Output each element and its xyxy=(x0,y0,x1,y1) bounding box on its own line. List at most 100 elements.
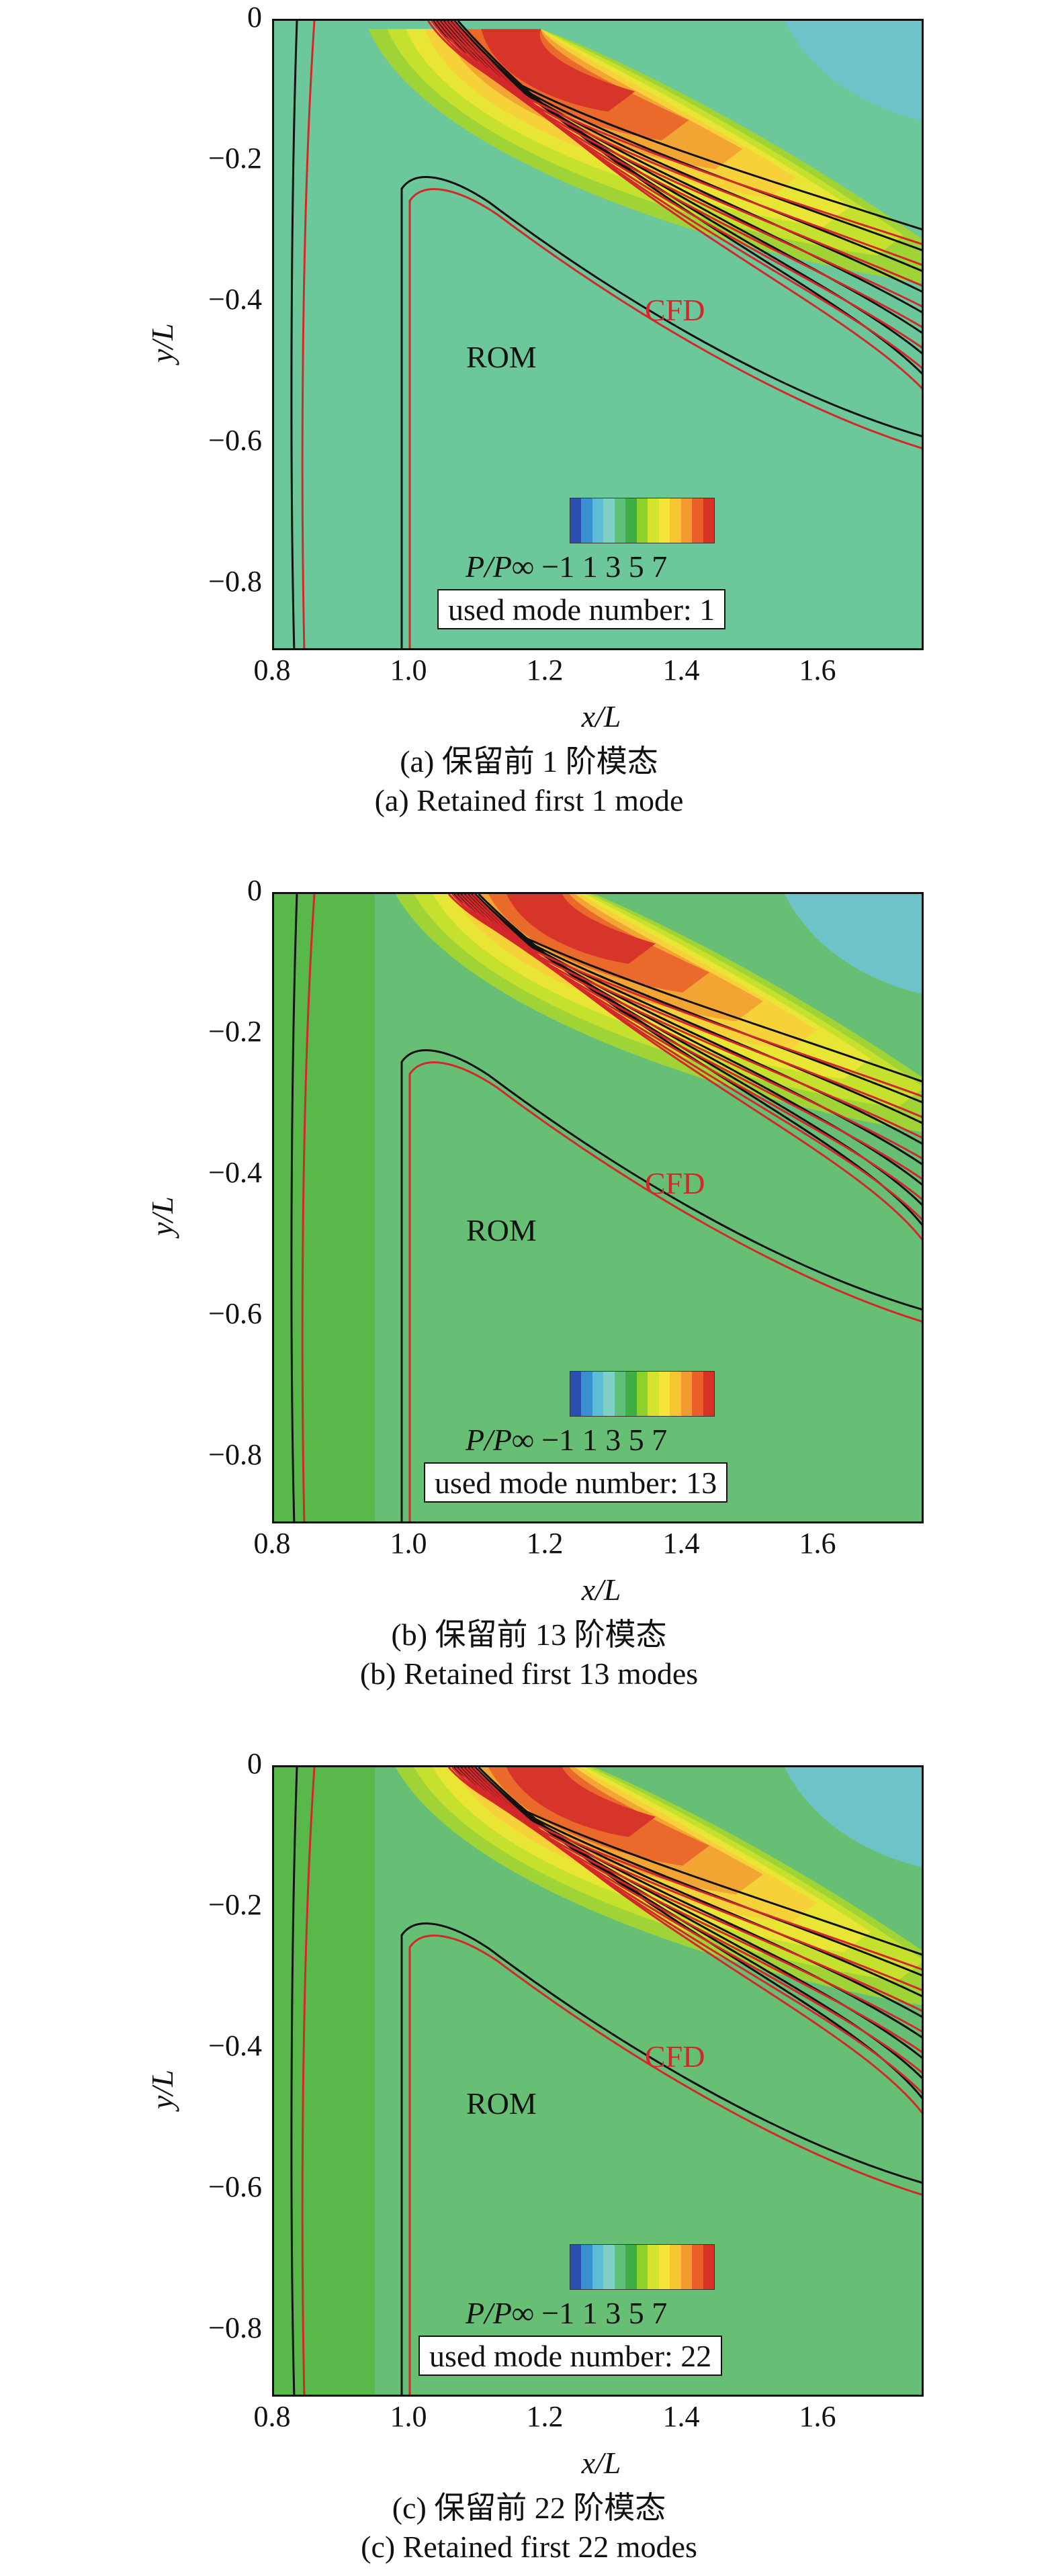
cfd-wall-contour xyxy=(301,1767,316,2395)
cfd-contour-line xyxy=(458,894,922,1159)
colorbar-swatch xyxy=(581,498,592,543)
x-tick-label: 1.6 xyxy=(799,1527,836,1560)
y-axis-label: y/L xyxy=(145,323,179,363)
colorbar-swatch xyxy=(648,2245,659,2289)
rom-contour-line xyxy=(453,21,922,355)
y-tick-label: −0.4 xyxy=(208,1156,262,1189)
cfd-contour-line xyxy=(465,1767,922,2074)
colorbar-swatch xyxy=(581,1372,592,1416)
cfd-contour-line xyxy=(437,21,922,308)
x-tick-label: 1.4 xyxy=(662,654,700,686)
pressure-band xyxy=(506,894,656,964)
colorbar-swatch xyxy=(603,2245,615,2289)
y-tick-label: −0.8 xyxy=(208,2311,262,2344)
mode-number-box: used mode number: 22 xyxy=(418,2336,723,2376)
wall-band xyxy=(274,1767,375,2395)
x-tick-label: 0.8 xyxy=(253,2400,291,2433)
colorbar-swatch xyxy=(614,498,626,543)
y-tick-label: 0 xyxy=(247,874,262,907)
colorbar-swatch xyxy=(592,498,604,543)
y-tick-label: −0.6 xyxy=(208,1297,262,1330)
colorbar-swatch xyxy=(636,1372,648,1416)
x-tick-label: 1.4 xyxy=(662,1527,700,1560)
colorbar-swatch xyxy=(692,2245,703,2289)
rom-contour-line xyxy=(470,894,922,1186)
colorbar-swatch xyxy=(636,498,648,543)
colorbar-swatch xyxy=(692,498,703,543)
y-tick-label: −0.8 xyxy=(208,1438,262,1471)
x-tick-label: 1.4 xyxy=(662,2400,700,2433)
cfd-wedge-contour xyxy=(408,1061,922,1521)
colorbar xyxy=(570,2244,715,2290)
wall-band xyxy=(274,894,375,1521)
y-tick-label: −0.2 xyxy=(208,1888,262,1921)
y-tick-label: −0.2 xyxy=(208,142,262,175)
caption-chinese: (b) 保留前 13 阶模态 xyxy=(391,1617,667,1652)
colorbar-swatch xyxy=(581,2245,592,2289)
colorbar-swatch xyxy=(670,2245,681,2289)
x-tick-label: 1.6 xyxy=(799,654,836,686)
x-tick-label: 1.2 xyxy=(526,2400,564,2433)
cfd-wall-contour xyxy=(301,894,316,1521)
cfd-contour-line xyxy=(472,1767,922,2115)
colorbar-swatch xyxy=(614,1372,626,1416)
x-axis-label: x/L xyxy=(581,1572,621,1607)
contour-plot-area: CFD ROM P/P∞ −1 1 3 5 7 used mode number… xyxy=(272,892,924,1523)
cfd-contour-line xyxy=(455,1767,922,2012)
contour-field xyxy=(274,1767,922,2395)
x-tick-label: 1.2 xyxy=(526,1527,564,1560)
y-axis-label: y/L xyxy=(145,2070,179,2109)
colorbar-swatch xyxy=(625,2245,637,2289)
y-tick-label: −0.6 xyxy=(208,424,262,457)
cfd-contour-line xyxy=(434,21,922,287)
x-tick-label: 0.8 xyxy=(253,654,291,686)
colorbar xyxy=(570,498,715,543)
cfd-contour-line xyxy=(472,894,922,1241)
rom-contour-line xyxy=(470,1767,922,2059)
low-pressure-region xyxy=(785,21,922,121)
rom-wall-contour xyxy=(290,1767,298,2395)
colorbar-swatch xyxy=(570,498,582,543)
rom-wedge-contour xyxy=(400,1922,922,2395)
x-axis-label: x/L xyxy=(581,699,621,734)
colorbar-swatch xyxy=(603,498,615,543)
contour-plot-area: CFD ROM P/P∞ −1 1 3 5 7 used mode number… xyxy=(272,19,924,650)
cfd-label: CFD xyxy=(645,2039,705,2074)
colorbar-swatch xyxy=(592,2245,604,2289)
contour-field xyxy=(274,894,922,1521)
pressure-band xyxy=(506,1767,656,1837)
caption-chinese: (c) 保留前 22 阶模态 xyxy=(392,2491,666,2525)
colorbar-swatch xyxy=(670,498,681,543)
cfd-contour-line xyxy=(441,21,922,328)
x-tick-label: 1.0 xyxy=(390,2400,427,2433)
rom-label: ROM xyxy=(466,1213,537,1247)
y-axis-label: y/L xyxy=(145,1196,179,1236)
colorbar-swatch xyxy=(570,1372,582,1416)
contour-plot-area: CFD ROM P/P∞ −1 1 3 5 7 used mode number… xyxy=(272,1765,924,2397)
x-tick-label: 1.6 xyxy=(799,2400,836,2433)
cfd-contour-line xyxy=(445,21,922,349)
contour-field xyxy=(274,21,922,648)
colorbar-swatch xyxy=(703,2245,715,2289)
mode-number-box: used mode number: 1 xyxy=(437,589,726,629)
colorbar-label: P/P∞ −1 1 3 5 7 xyxy=(466,549,668,584)
colorbar-label: P/P∞ −1 1 3 5 7 xyxy=(466,2296,668,2330)
x-tick-label: 1.0 xyxy=(390,654,427,686)
x-tick-label: 1.0 xyxy=(390,1527,427,1560)
colorbar-label: P/P∞ −1 1 3 5 7 xyxy=(466,1423,668,1457)
low-pressure-region xyxy=(785,1767,922,1867)
mode-number-box: used mode number: 13 xyxy=(424,1462,728,1503)
caption-english: (b) Retained first 13 modes xyxy=(359,1656,699,1691)
pressure-band xyxy=(481,29,635,112)
colorbar xyxy=(570,1371,715,1417)
cfd-contour-line xyxy=(451,21,922,390)
colorbar-swatch xyxy=(658,2245,670,2289)
y-tick-label: −0.6 xyxy=(208,2170,262,2203)
colorbar-swatch xyxy=(703,1372,715,1416)
rom-label: ROM xyxy=(466,2086,537,2121)
cfd-contour-line xyxy=(455,894,922,1139)
y-tick-label: 0 xyxy=(247,1747,262,1780)
y-tick-label: −0.2 xyxy=(208,1015,262,1048)
colorbar-swatch xyxy=(680,1372,693,1416)
cfd-contour-line xyxy=(448,21,922,369)
